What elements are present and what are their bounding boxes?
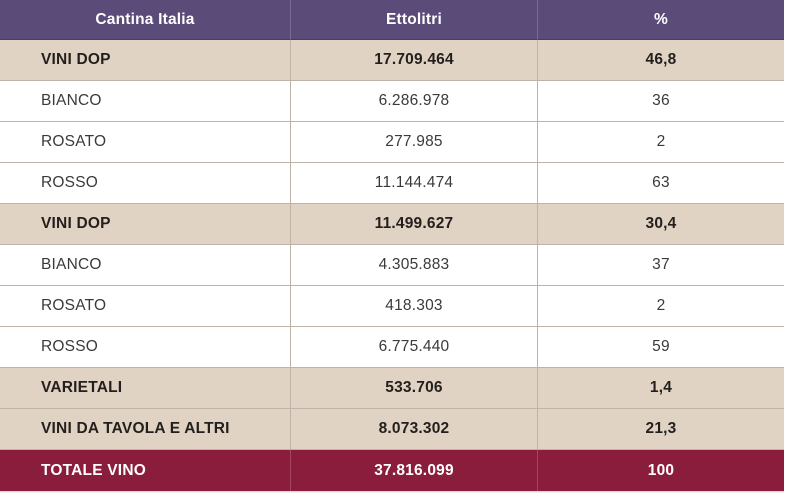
row-percent: 46,8: [538, 40, 784, 81]
row-label: VARIETALI: [0, 368, 291, 409]
row-percent: 59: [538, 327, 784, 368]
total-percent: 100: [538, 450, 784, 492]
row-ettolitri: 6.775.440: [291, 327, 538, 368]
row-ettolitri: 6.286.978: [291, 81, 538, 122]
row-ettolitri: 533.706: [291, 368, 538, 409]
row-label: VINI DA TAVOLA E ALTRI: [0, 409, 291, 450]
row-percent: 30,4: [538, 204, 784, 245]
row-label: VINI DOP: [0, 204, 291, 245]
header-ettolitri: Ettolitri: [291, 0, 538, 40]
row-ettolitri: 418.303: [291, 286, 538, 327]
row-label: ROSATO: [0, 122, 291, 163]
row-percent: 2: [538, 122, 784, 163]
row-label: VINI DOP: [0, 40, 291, 81]
row-ettolitri: 277.985: [291, 122, 538, 163]
row-percent: 2: [538, 286, 784, 327]
total-label: TOTALE VINO: [0, 450, 291, 492]
row-ettolitri: 17.709.464: [291, 40, 538, 81]
table-bottom-edge: [0, 491, 784, 493]
row-label: BIANCO: [0, 81, 291, 122]
row-label: ROSSO: [0, 327, 291, 368]
total-ettolitri: 37.816.099: [291, 450, 538, 492]
row-percent: 21,3: [538, 409, 784, 450]
header-percent: %: [538, 0, 784, 40]
row-ettolitri: 4.305.883: [291, 245, 538, 286]
header-cantina-italia: Cantina Italia: [0, 0, 291, 40]
row-ettolitri: 11.499.627: [291, 204, 538, 245]
row-label: ROSSO: [0, 163, 291, 204]
row-percent: 36: [538, 81, 784, 122]
row-percent: 37: [538, 245, 784, 286]
row-ettolitri: 11.144.474: [291, 163, 538, 204]
row-label: BIANCO: [0, 245, 291, 286]
row-label: ROSATO: [0, 286, 291, 327]
row-ettolitri: 8.073.302: [291, 409, 538, 450]
row-percent: 1,4: [538, 368, 784, 409]
row-percent: 63: [538, 163, 784, 204]
